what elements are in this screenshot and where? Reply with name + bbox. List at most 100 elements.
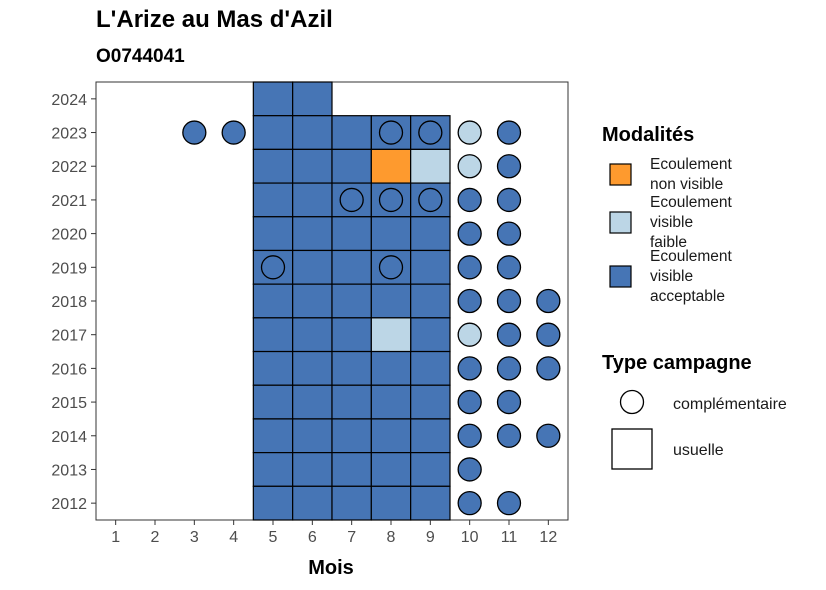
square-2023-6 (292, 115, 333, 150)
square-2021-6 (292, 182, 333, 218)
circle-2017-12 (536, 322, 561, 347)
circle-2023-11 (496, 120, 522, 145)
circle-2018-12 (536, 288, 561, 314)
y-tick-label: 2023 (51, 126, 87, 143)
square-2013-9 (410, 452, 451, 487)
x-tick-label: 3 (190, 529, 199, 546)
x-tick-label: 2 (151, 529, 160, 546)
square-2012-9 (410, 485, 451, 521)
y-tick-label: 2022 (51, 159, 87, 176)
legend-modalite-label: Ecoulement (650, 194, 733, 211)
x-tick-label: 11 (501, 529, 518, 546)
circle-2018-11 (496, 288, 522, 314)
square-2018-9 (410, 283, 451, 319)
square-2018-6 (292, 283, 333, 319)
circle-2012-10 (457, 491, 482, 516)
y-tick-label: 2014 (51, 429, 87, 446)
y-tick-label: 2018 (51, 294, 87, 311)
circles-layer (182, 120, 561, 516)
y-tick-label: 2024 (51, 92, 87, 109)
x-tick-label: 10 (461, 529, 479, 546)
circle-2014-10 (457, 423, 482, 448)
square-2015-6 (292, 384, 333, 420)
circle-2023-4 (221, 120, 246, 145)
x-tick-label: 9 (426, 529, 435, 546)
square-2021-5 (252, 182, 294, 218)
legend-modalite-label: acceptable (650, 288, 725, 305)
circle-2019-5 (260, 255, 286, 280)
y-axis: 2012 2013 2014 2015 2016 2017 2018 2019 2020 2021… (51, 92, 96, 513)
legend-modalite-label: Ecoulement (650, 248, 733, 265)
legend-modalite-label: visible (650, 214, 693, 231)
square-2013-7 (331, 452, 372, 487)
square-2013-8 (370, 452, 412, 487)
circle-2019-11 (496, 255, 522, 280)
circle-2023-3 (182, 120, 207, 145)
square-2017-7 (331, 317, 372, 353)
square-2017-8 (370, 317, 412, 353)
square-2024-5 (252, 81, 294, 117)
y-tick-label: 2021 (51, 193, 87, 210)
legend-type-title: Type campagne (602, 352, 752, 374)
circle-2020-10 (457, 221, 482, 246)
circle-2015-10 (457, 389, 482, 415)
circle-2023-8 (378, 120, 404, 145)
circle-2013-10 (457, 457, 482, 482)
square-2014-6 (292, 418, 333, 454)
circle-2022-10 (457, 154, 482, 179)
square-2017-5 (252, 317, 294, 353)
square-2020-6 (292, 216, 333, 252)
square-2022-9 (410, 148, 451, 184)
square-2019-6 (292, 249, 333, 285)
square-2015-8 (370, 384, 412, 420)
square-2016-7 (331, 350, 372, 386)
x-tick-label: 7 (347, 529, 356, 546)
circle-2019-10 (457, 255, 482, 280)
square-2014-8 (370, 418, 412, 454)
circle-2017-11 (496, 322, 522, 347)
square-2012-6 (292, 485, 333, 521)
square-2019-9 (410, 249, 451, 285)
legend-modalite-label: faible (650, 234, 687, 251)
legend-key-0 (609, 163, 632, 186)
circle-2014-12 (536, 423, 561, 448)
square-2022-7 (331, 148, 372, 184)
square-2012-7 (331, 485, 372, 521)
legend-modalites-title: Modalités (602, 124, 694, 146)
legend-key-usuelle (611, 428, 653, 470)
square-2020-7 (331, 216, 372, 252)
circle-2021-11 (496, 187, 522, 213)
legend-modalite-label: visible (650, 268, 693, 285)
circle-2023-9 (418, 120, 443, 145)
square-2022-8 (370, 148, 412, 184)
circle-2014-11 (496, 423, 522, 448)
x-tick-label: 12 (539, 529, 557, 546)
circle-2019-8 (378, 255, 404, 280)
square-2015-9 (410, 384, 451, 420)
square-2018-7 (331, 283, 372, 319)
circle-2021-9 (418, 187, 443, 213)
square-2014-7 (331, 418, 372, 454)
square-2014-9 (410, 418, 451, 454)
circle-2023-10 (457, 120, 482, 145)
square-2018-8 (370, 283, 412, 319)
x-tick-label: 1 (111, 529, 120, 546)
circle-2016-11 (496, 356, 522, 381)
y-tick-label: 2012 (51, 496, 87, 513)
square-2024-6 (292, 81, 333, 117)
square-2016-9 (410, 350, 451, 386)
legend-type-label: complémentaire (673, 396, 787, 413)
square-2012-8 (370, 485, 412, 521)
legend-modalite-label: non visible (650, 176, 723, 193)
legend-key-complementaire (619, 389, 645, 415)
square-2023-7 (331, 115, 372, 150)
square-2017-9 (410, 317, 451, 353)
square-2016-8 (370, 350, 412, 386)
square-2015-5 (252, 384, 294, 420)
y-tick-label: 2019 (51, 260, 87, 277)
legend-modalite-label: Ecoulement (650, 156, 733, 173)
circle-2021-8 (378, 187, 404, 213)
square-2013-5 (252, 452, 294, 487)
